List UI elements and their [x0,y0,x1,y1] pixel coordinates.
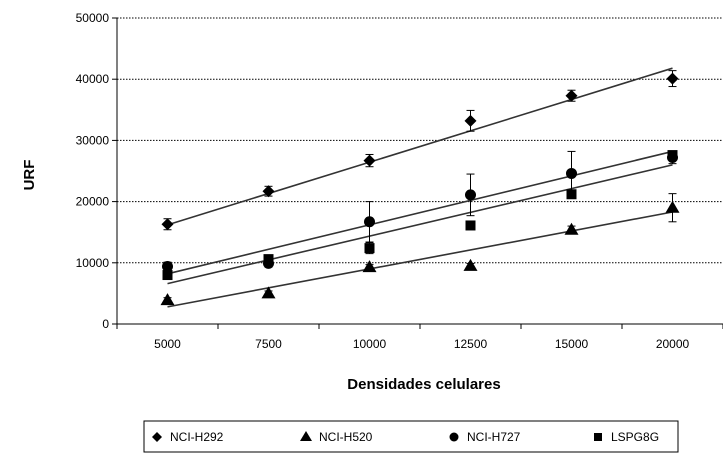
x-tick-label: 12500 [454,337,488,351]
point-nci-h727 [465,189,476,201]
point-nci-h520 [362,260,377,273]
point-nci-h292 [666,72,679,85]
y-tick-label: 0 [102,317,109,331]
y-tick-label: 20000 [76,195,110,209]
point-nci-h520 [261,286,276,299]
trendline-lspg8g [167,164,673,285]
point-nci-h727 [364,216,375,228]
x-tick-label: 10000 [353,337,387,351]
legend-marker-nci-h292 [152,432,162,442]
data-points [160,72,680,306]
y-axis-title: URF [21,160,38,191]
legend-marker-nci-h727 [449,432,459,442]
point-nci-h520 [665,200,680,213]
point-nci-h520 [160,293,175,306]
legend-box [143,420,679,453]
legend-label-nci-h292: NCI-H292 [170,430,224,444]
point-lspg8g [263,254,274,265]
point-lspg8g [162,270,173,281]
point-nci-h727 [566,167,577,179]
point-lspg8g [667,150,678,161]
x-tick-label: 15000 [555,337,589,351]
legend: NCI-H292 NCI-H520 NCI-H727 LSPG8G [143,420,679,453]
point-nci-h292 [464,114,477,127]
y-tick-label: 10000 [76,256,110,270]
point-nci-h292 [262,185,275,198]
point-nci-h520 [564,222,579,235]
error-bars [163,70,677,304]
point-lspg8g [465,220,476,231]
trendlines [167,67,673,308]
x-tick-label: 5000 [154,337,181,351]
trendline-nci-h727 [167,150,673,275]
point-nci-h727 [162,260,173,272]
legend-marker-lspg8g [594,433,602,441]
point-nci-h292 [161,218,174,231]
legend-label-nci-h727: NCI-H727 [467,430,521,444]
legend-marker-nci-h520 [300,431,312,441]
axes: 0 10000 20000 30000 40000 50000 5000 7500 10000 1… [76,11,723,351]
x-tick-label: 20000 [656,337,690,351]
y-tick-label: 30000 [76,133,110,147]
legend-label-nci-h520: NCI-H520 [319,430,373,444]
trendline-nci-h292 [167,67,673,226]
point-lspg8g [566,189,577,200]
point-lspg8g [364,243,375,254]
point-nci-h520 [463,258,478,271]
trendline-nci-h520 [167,211,673,308]
y-tick-label: 50000 [76,11,110,25]
x-tick-label: 7500 [255,337,282,351]
y-tick-label: 40000 [76,72,110,86]
x-axis-title: Densidades celulares [347,376,500,393]
legend-label-lspg8g: LSPG8G [611,430,659,444]
point-nci-h292 [565,89,578,102]
gridlines [117,17,723,264]
point-nci-h292 [363,154,376,167]
